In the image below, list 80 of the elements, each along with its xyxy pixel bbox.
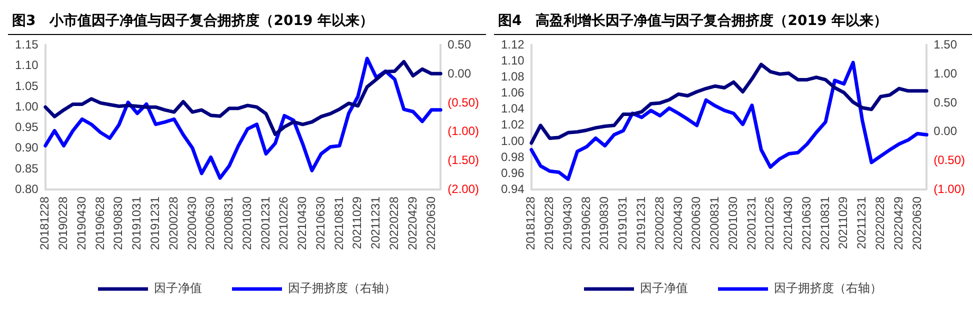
y-tick-label: 0.94 — [500, 182, 525, 196]
x-tick-label: 20211029 — [350, 196, 364, 250]
x-tick-label: 20191031 — [130, 196, 144, 250]
x-tick-label: 20190228 — [56, 196, 70, 250]
x-tick-label: 20200228 — [166, 196, 180, 250]
x-tick-label: 20201231 — [744, 196, 758, 250]
y-tick-label: 1.00 — [500, 134, 525, 148]
x-tick-label: 20201030 — [726, 196, 740, 250]
x-tick-label: 20210630 — [313, 196, 328, 250]
x-tick-label: 20190830 — [111, 196, 126, 250]
y2-tick-label: 1.50 — [934, 38, 958, 52]
legend-label: 因子净值 — [154, 281, 202, 296]
x-tick-label: 20210430 — [781, 196, 796, 250]
x-tick-label: 20190430 — [74, 196, 88, 250]
legend-label: 因子拥挤度（右轴） — [774, 281, 882, 296]
x-tick-label: 20200430 — [184, 196, 199, 250]
x-tick-label: 20210226 — [762, 196, 777, 250]
x-tick-label: 20201030 — [240, 196, 254, 250]
x-tick-label: 20200228 — [652, 196, 666, 250]
y-tick-label: 1.05 — [14, 78, 39, 93]
x-tick-label: 20220228 — [387, 196, 401, 250]
y2-tick-label: (2.00) — [448, 182, 480, 196]
x-tick-label: 20220429 — [405, 196, 420, 250]
y-tick-label: 0.98 — [500, 150, 525, 164]
x-tick-label: 20190430 — [560, 196, 574, 250]
x-tick-label: 20181228 — [524, 196, 538, 250]
x-tick-label: 20220630 — [424, 196, 438, 250]
x-tick-label: 20201231 — [258, 196, 272, 250]
x-tick-label: 20200430 — [670, 196, 685, 250]
chart-title: 图3 小市值因子净值与因子复合拥挤度（2019 年以来） — [8, 8, 486, 35]
y-tick-label: 1.08 — [500, 70, 525, 84]
x-tick-label: 20210226 — [276, 196, 291, 250]
y2-tick-label: 0.50 — [934, 95, 958, 110]
chart-title: 图4 高盈利增长因子净值与因子复合拥挤度（2019 年以来） — [494, 8, 972, 35]
y-tick-label: 0.95 — [14, 120, 39, 134]
x-tick-label: 20211029 — [836, 196, 850, 250]
x-tick-label: 20211231 — [854, 196, 869, 250]
x-tick-label: 20210430 — [295, 196, 310, 250]
y2-tick-label: (1.50) — [448, 153, 480, 168]
x-tick-label: 20191031 — [616, 196, 630, 250]
y-tick-label: 1.04 — [500, 102, 525, 116]
x-tick-label: 20220429 — [891, 196, 906, 250]
legend-label: 因子净值 — [640, 281, 688, 296]
y-tick-label: 1.15 — [14, 38, 39, 52]
x-tick-label: 20190628 — [92, 196, 107, 250]
y-tick-label: 1.10 — [14, 58, 39, 72]
x-tick-label: 20181228 — [38, 196, 52, 250]
y-tick-label: 0.96 — [500, 166, 525, 180]
y2-tick-label: 0.00 — [448, 66, 472, 80]
x-tick-label: 20190830 — [597, 196, 612, 250]
x-tick-label: 20200630 — [689, 196, 704, 250]
y-tick-label: 1.10 — [500, 54, 525, 68]
y2-tick-label: (0.50) — [448, 95, 480, 110]
y-tick-label: 0.80 — [14, 182, 39, 196]
x-tick-label: 20210831 — [818, 196, 832, 250]
x-tick-label: 20191231 — [634, 196, 648, 250]
y-tick-label: 1.06 — [500, 86, 525, 100]
y2-tick-label: 0.00 — [934, 124, 958, 138]
y-tick-label: 1.00 — [14, 99, 39, 114]
x-tick-label: 20200831 — [708, 196, 722, 250]
y-tick-label: 1.12 — [500, 38, 525, 52]
y2-tick-label: (1.00) — [448, 124, 480, 138]
x-tick-label: 20191231 — [148, 196, 162, 250]
x-tick-label: 20190228 — [542, 196, 556, 250]
x-tick-label: 20210831 — [332, 196, 346, 250]
x-tick-label: 20190628 — [578, 196, 593, 250]
y2-tick-label: (1.00) — [934, 182, 966, 196]
x-tick-label: 20220228 — [873, 196, 887, 250]
legend-label: 因子拥挤度（右轴） — [288, 281, 396, 296]
y-tick-label: 1.02 — [500, 118, 525, 132]
x-tick-label: 20200831 — [222, 196, 236, 250]
x-tick-label: 20200630 — [203, 196, 218, 250]
y-tick-label: 0.85 — [14, 161, 39, 176]
y2-tick-label: 0.50 — [448, 38, 472, 52]
x-tick-label: 20220630 — [910, 196, 924, 250]
y2-tick-label: 1.00 — [934, 66, 958, 80]
x-tick-label: 20211231 — [368, 196, 383, 250]
y2-tick-label: (0.50) — [934, 153, 966, 168]
x-tick-label: 20210630 — [799, 196, 814, 250]
y-tick-label: 0.90 — [14, 140, 39, 155]
